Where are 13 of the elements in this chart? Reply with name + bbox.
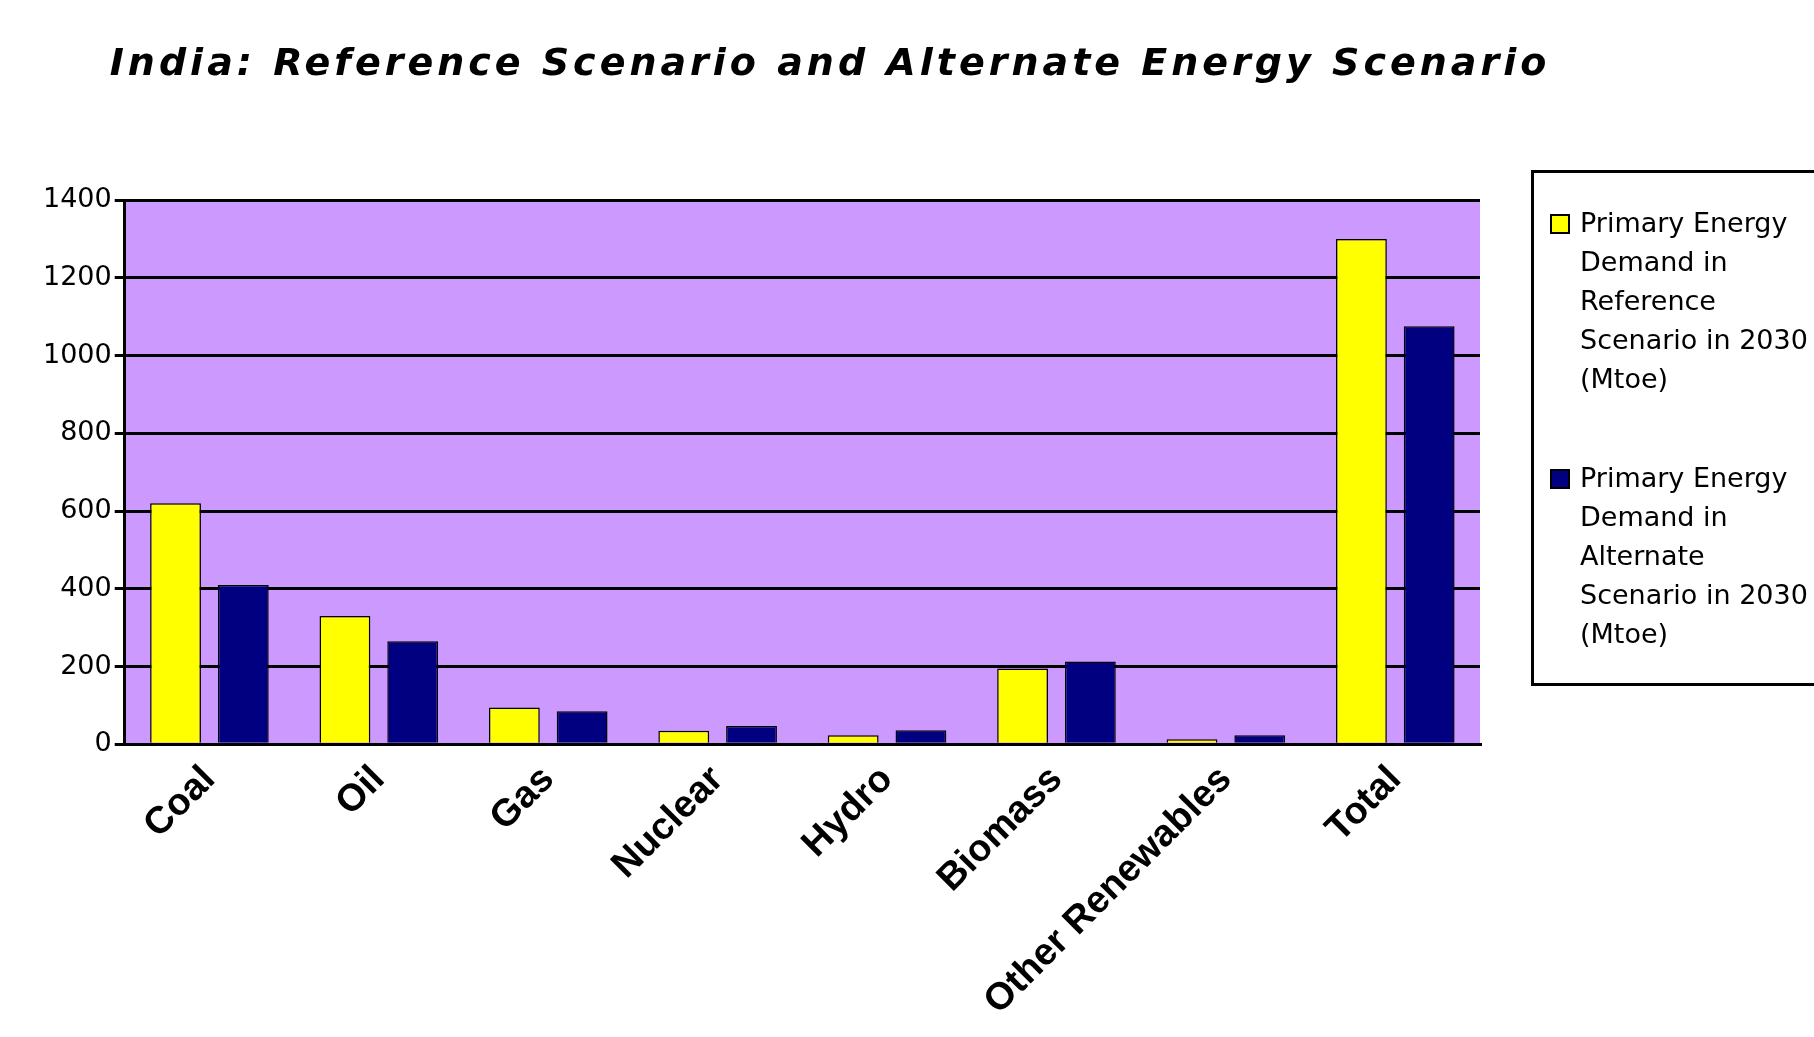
y-tick-label: 200 (60, 648, 112, 680)
y-tick-label: 1200 (42, 259, 112, 291)
legend-label: Primary Energy Demand in Reference Scenario in 2030 (Mtoe) (1580, 206, 1809, 396)
y-tick-label: 1400 (42, 182, 112, 214)
y-tick-label: 800 (60, 415, 112, 447)
x-tick-label: Oil (326, 756, 392, 823)
chart-title: India: Reference Scenario and Alternate Energy Scenario (108, 40, 1552, 84)
y-tick-label: 1000 (42, 337, 112, 369)
x-tick-label: Gas (480, 756, 562, 838)
y-tick-label: 0 (94, 726, 112, 758)
legend-label: Primary Energy Demand in Alternate Scenario in 2030 (Mtoe) (1580, 461, 1809, 651)
y-tick-label: 400 (60, 570, 112, 602)
y-tick-label: 600 (60, 493, 112, 525)
